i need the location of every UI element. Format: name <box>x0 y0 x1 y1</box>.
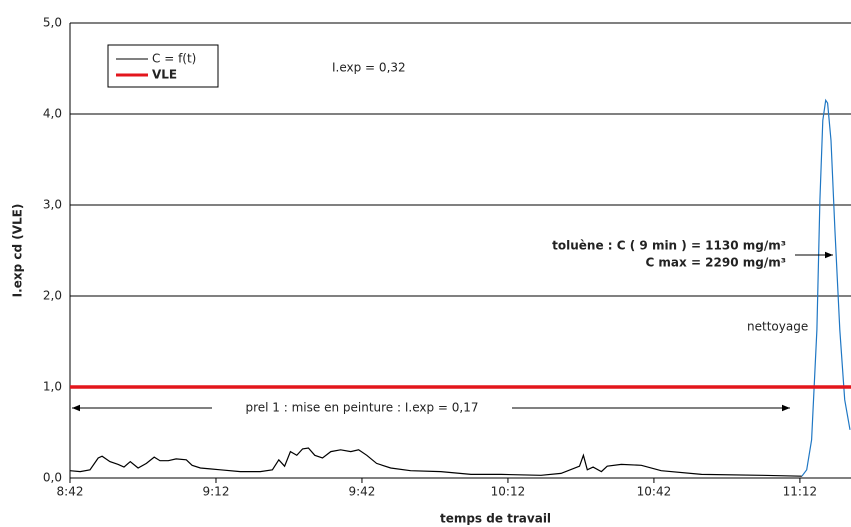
y-axis-label: I.exp cd (VLE) <box>11 204 25 298</box>
y-tick-label: 0,0 <box>43 471 62 485</box>
data-line <box>69 447 802 477</box>
annotation: toluène : C ( 9 min ) = 1130 mg/m³ <box>552 239 786 253</box>
x-tick-label: 9:12 <box>203 485 230 499</box>
legend-label: C = f(t) <box>152 52 196 66</box>
y-tick-label: 3,0 <box>43 198 62 212</box>
annotation: nettoyage <box>747 320 808 334</box>
legend-box <box>107 44 219 88</box>
annotation: C max = 2290 mg/m³ <box>645 256 786 270</box>
annotation: I.exp = 0,32 <box>332 61 406 75</box>
legend-label: VLE <box>152 68 177 82</box>
y-tick-label: 1,0 <box>43 380 62 394</box>
x-tick-label: 10:12 <box>491 485 526 499</box>
y-tick-label: 2,0 <box>43 289 62 303</box>
y-tick-label: 4,0 <box>43 107 62 121</box>
data-line <box>801 98 851 477</box>
x-tick-label: 9:42 <box>348 485 375 499</box>
plot <box>69 98 851 477</box>
x-tick-label: 10:42 <box>637 485 672 499</box>
y-tick-label: 5,0 <box>43 16 62 30</box>
annotation: prel 1 : mise en peinture : I.exp = 0,17 <box>245 401 478 415</box>
x-tick-label: 8:42 <box>57 485 84 499</box>
x-axis-label: temps de travail <box>440 512 551 526</box>
annotation-bg <box>216 400 506 416</box>
x-tick-label: 11:12 <box>783 485 818 499</box>
overlay: 0,0 1,0 2,0 3,0 4,0 5,0 8:42 9:12 9:42 10:12 10:42… <box>11 16 833 526</box>
